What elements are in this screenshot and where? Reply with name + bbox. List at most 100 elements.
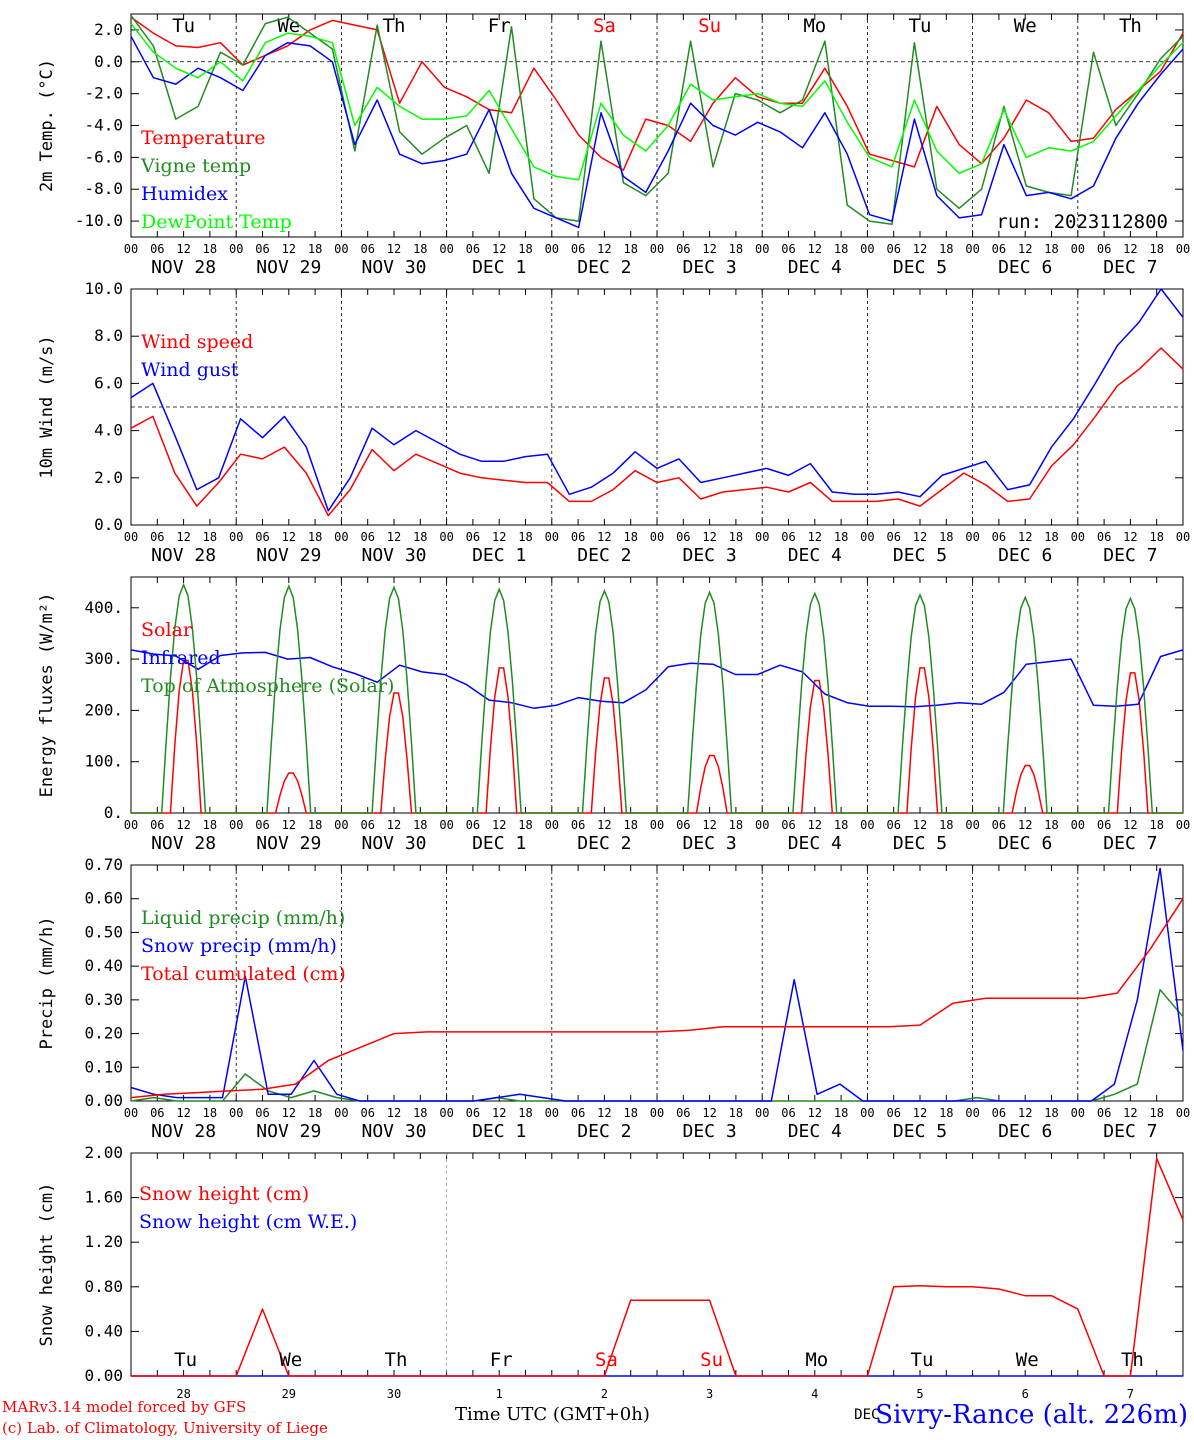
- hour-tick-label: 18: [623, 1106, 637, 1120]
- hour-tick-label: 18: [729, 1106, 743, 1120]
- hour-tick-label: 18: [518, 1106, 532, 1120]
- legend-entry: Top of Atmosphere (Solar): [141, 675, 394, 697]
- hour-tick-label: 00: [1071, 818, 1085, 832]
- hour-tick-label: 18: [518, 530, 532, 544]
- hour-tick-label: 06: [781, 530, 795, 544]
- day-name-label: Th: [385, 1349, 408, 1371]
- hour-tick-label: 06: [1097, 242, 1111, 256]
- day-name-label: Tu: [911, 1349, 934, 1371]
- hour-tick-label: 00: [965, 530, 979, 544]
- hour-tick-label: 06: [676, 242, 690, 256]
- date-label: DEC 1: [472, 545, 526, 566]
- panel-1: 10.0 8.0 6.0 4.0 2.0 0.0 10m Wind (m/s) Wind sp…: [37, 279, 1190, 566]
- hour-tick-label: 00: [860, 530, 874, 544]
- y-tick-label: 0.10: [84, 1057, 123, 1076]
- hour-tick-label: 18: [308, 242, 322, 256]
- date-label: DEC 3: [683, 833, 737, 854]
- hour-tick-label: 18: [1149, 1106, 1163, 1120]
- y-tick-label: 0.20: [84, 1024, 123, 1043]
- hour-tick-label: 18: [1044, 530, 1058, 544]
- day-name-label: We: [1014, 15, 1037, 37]
- hour-tick-label: 06: [150, 818, 164, 832]
- hour-tick-label: 06: [466, 530, 480, 544]
- hour-tick-label: 00: [1071, 530, 1085, 544]
- day-name-label: Tu: [172, 15, 195, 37]
- day-number-label: 6: [1022, 1387, 1029, 1401]
- date-label: DEC 4: [788, 1121, 842, 1142]
- hour-tick-label: 06: [781, 818, 795, 832]
- date-label: NOV 28: [151, 545, 216, 566]
- y-tick-label: 200.: [84, 700, 123, 719]
- hour-tick-label: 00: [650, 818, 664, 832]
- y-axis-label: Snow height (cm): [37, 1183, 57, 1347]
- date-label: DEC 6: [998, 833, 1052, 854]
- hour-tick-label: 00: [439, 1106, 453, 1120]
- hour-tick-label: 06: [1097, 530, 1111, 544]
- y-tick-label: 0.: [104, 803, 123, 822]
- legend-entry: Snow precip (mm/h): [141, 935, 337, 957]
- hour-tick-label: 06: [466, 242, 480, 256]
- date-label: DEC 7: [1103, 833, 1157, 854]
- hour-tick-label: 06: [360, 530, 374, 544]
- day-name-label: Su: [698, 15, 721, 37]
- hour-tick-label: 12: [176, 242, 190, 256]
- day-name-label: Mo: [805, 1349, 828, 1371]
- hour-tick-label: 06: [781, 242, 795, 256]
- hour-tick-label: 00: [1176, 242, 1190, 256]
- hour-tick-label: 18: [1044, 1106, 1058, 1120]
- y-tick-label: 2.00: [84, 1143, 123, 1162]
- hour-tick-label: 06: [466, 818, 480, 832]
- hour-tick-label: 12: [1123, 530, 1137, 544]
- day-number-label: 3: [706, 1387, 713, 1401]
- hour-tick-label: 12: [282, 1106, 296, 1120]
- hour-tick-label: 06: [886, 1106, 900, 1120]
- hour-tick-label: 06: [886, 530, 900, 544]
- hour-tick-label: 12: [1123, 1106, 1137, 1120]
- hour-tick-label: 18: [1149, 818, 1163, 832]
- hour-tick-label: 00: [1176, 1106, 1190, 1120]
- hour-tick-label: 18: [413, 818, 427, 832]
- day-name-label: Fr: [490, 1349, 513, 1371]
- hour-tick-label: 18: [623, 242, 637, 256]
- hour-tick-label: 18: [834, 242, 848, 256]
- y-tick-label: -4.0: [84, 116, 123, 135]
- legend-entry: Liquid precip (mm/h): [141, 907, 345, 929]
- date-label: DEC 4: [788, 833, 842, 854]
- hour-tick-label: 12: [282, 818, 296, 832]
- hour-tick-label: 06: [255, 818, 269, 832]
- series-temperature: [130, 16, 1184, 171]
- hour-tick-label: 06: [150, 530, 164, 544]
- hour-tick-label: 12: [1018, 530, 1032, 544]
- y-tick-label: 0.70: [84, 855, 123, 874]
- hour-tick-label: 00: [334, 1106, 348, 1120]
- hour-tick-label: 18: [203, 1106, 217, 1120]
- hour-tick-label: 00: [755, 1106, 769, 1120]
- hour-tick-label: 12: [282, 242, 296, 256]
- day-name-label: Th: [383, 15, 406, 37]
- date-label: NOV 28: [151, 1121, 216, 1142]
- legend-entry: Snow height (cm): [139, 1183, 309, 1205]
- y-axis-label: 2m Temp. (°C): [37, 59, 57, 192]
- date-label: DEC 3: [683, 257, 737, 278]
- hour-tick-label: 00: [965, 242, 979, 256]
- date-label: DEC 6: [998, 257, 1052, 278]
- date-label: DEC 3: [683, 545, 737, 566]
- date-label: DEC 1: [472, 1121, 526, 1142]
- day-number-label: 5: [916, 1387, 923, 1401]
- date-label: NOV 29: [256, 1121, 321, 1142]
- day-name-label: Sa: [593, 15, 616, 37]
- hour-tick-label: 06: [255, 530, 269, 544]
- hour-tick-label: 18: [308, 818, 322, 832]
- hour-tick-label: 06: [886, 242, 900, 256]
- hour-tick-label: 12: [913, 818, 927, 832]
- y-tick-label: 1.60: [84, 1188, 123, 1207]
- panel-0: 2.0 0.0 -2.0 -4.0 -6.0 -8.0 -10.0 2m Temp. (°C)…: [37, 13, 1190, 278]
- date-label: DEC 5: [893, 257, 947, 278]
- date-label: NOV 29: [256, 833, 321, 854]
- series-snow-precip-mm-h: [130, 867, 1184, 1102]
- hour-tick-label: 06: [255, 1106, 269, 1120]
- model-credit-line1: MARv3.14 model forced by GFS: [2, 1398, 247, 1416]
- date-label: DEC 7: [1103, 257, 1157, 278]
- y-tick-label: -2.0: [84, 84, 123, 103]
